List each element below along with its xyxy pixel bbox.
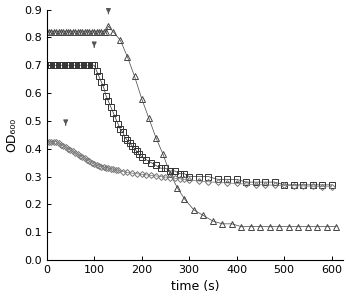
Y-axis label: OD₆₀₀: OD₆₀₀ [6, 118, 18, 152]
X-axis label: time (s): time (s) [171, 280, 219, 293]
